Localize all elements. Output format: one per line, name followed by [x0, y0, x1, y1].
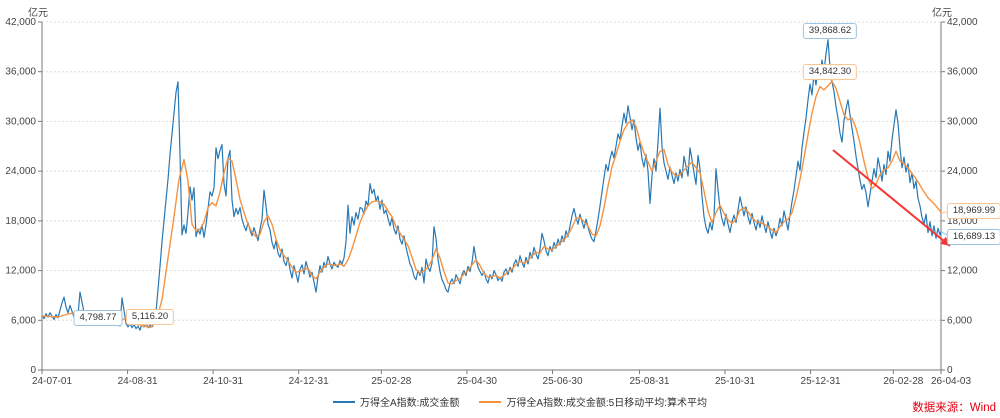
x-tick-label: 26-04-03	[931, 376, 971, 387]
x-tick-label: 25-04-30	[457, 376, 497, 387]
y-tick-label-right: 6,000	[947, 315, 972, 326]
chart-legend: 万得全A指数:成交金额 万得全A指数:成交金额:5日移动平均:算术平均	[40, 394, 1000, 409]
y-tick-label-left: 42,000	[5, 17, 36, 28]
y-tick-label-left: 30,000	[5, 116, 36, 127]
annotation-callout: 16,689.13	[946, 229, 1000, 245]
annotation-callout: 4,798.77	[73, 310, 123, 326]
legend-label: 万得全A指数:成交金额	[359, 398, 460, 409]
series-ma5-line[interactable]	[41, 80, 942, 329]
y-tick-label-right: 12,000	[947, 266, 978, 277]
y-tick-label-left: 24,000	[5, 166, 36, 177]
y-axis-unit-left: 亿元	[28, 8, 48, 19]
y-tick-label-left: 36,000	[5, 67, 36, 78]
x-tick-label: 25-02-28	[371, 376, 411, 387]
series-turnover-line[interactable]	[41, 39, 942, 331]
y-tick-label-right: 36,000	[947, 67, 978, 78]
annotation-callout: 39,868.62	[802, 23, 858, 39]
x-tick-label: 25-08-31	[629, 376, 669, 387]
y-tick-label-right: 30,000	[947, 116, 978, 127]
legend-line-swatch	[332, 400, 355, 403]
y-axis-unit-right: 亿元	[932, 8, 952, 19]
y-tick-label-right: 24,000	[947, 166, 978, 177]
y-tick-label-left: 12,000	[5, 266, 36, 277]
legend-item-turnover[interactable]: 万得全A指数:成交金额	[332, 394, 460, 409]
y-tick-label-left: 18,000	[5, 216, 36, 227]
y-tick-label-right: 18,000	[947, 216, 978, 227]
y-tick-label-left: 0	[30, 365, 36, 376]
legend-label: 万得全A指数:成交金额:5日移动平均:算术平均	[506, 398, 708, 409]
downtrend-arrow	[832, 149, 951, 247]
x-tick-label: 24-10-31	[203, 376, 243, 387]
legend-line-swatch	[479, 400, 502, 403]
x-tick-label: 24-12-31	[289, 376, 329, 387]
annotation-callout: 34,842.30	[802, 64, 858, 80]
y-tick-label-right: 42,000	[947, 17, 978, 28]
annotation-callout: 5,116.20	[125, 309, 175, 325]
x-tick-label: 26-02-28	[883, 376, 923, 387]
y-tick-label-right: 0	[947, 365, 953, 376]
data-source-label: 数据来源：Wind	[912, 402, 996, 414]
annotation-callout: 18,969.99	[946, 203, 1000, 219]
x-tick-label: 24-07-01	[32, 376, 72, 387]
x-tick-label: 25-12-31	[801, 376, 841, 387]
y-tick-label-left: 6,000	[11, 315, 36, 326]
legend-item-ma5[interactable]: 万得全A指数:成交金额:5日移动平均:算术平均	[479, 394, 707, 409]
x-tick-label: 24-08-31	[118, 376, 158, 387]
x-tick-label: 25-06-30	[543, 376, 583, 387]
x-tick-label: 25-10-31	[715, 376, 755, 387]
